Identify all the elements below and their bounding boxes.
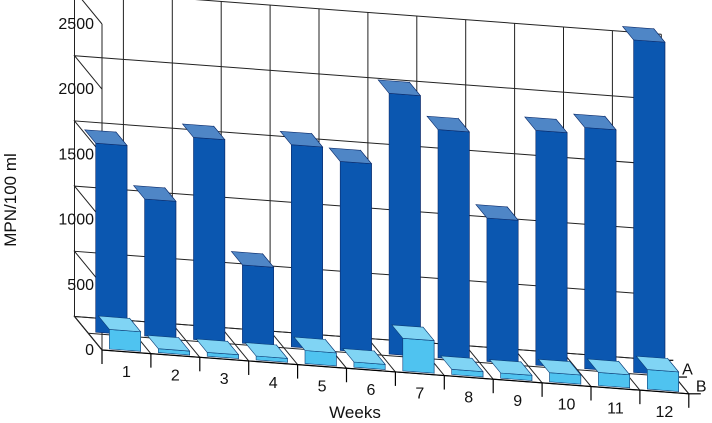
x-tick-label: 1: [122, 364, 131, 381]
x-tick-labels: 1 2 3 4 5 6 7 8 9 10 11 12: [122, 364, 673, 421]
floor-row-line: [88, 332, 676, 378]
y-tick-labels: 0 500 1000 1500 2000 2500: [58, 16, 94, 359]
bar-series-b: [440, 355, 484, 378]
bar-top: [230, 251, 275, 268]
bar-series-b: [488, 359, 533, 382]
x-tick-label: 2: [171, 367, 180, 384]
x-tick-label: 4: [269, 375, 278, 392]
bar-front: [290, 144, 323, 350]
bar-top: [635, 355, 680, 373]
x-tick-label: 3: [220, 371, 229, 388]
bar-top: [524, 116, 568, 134]
bar-series-a: [328, 147, 373, 354]
bar-top: [328, 147, 373, 165]
bar-series-a: [426, 115, 470, 361]
bar-top: [573, 113, 617, 131]
bar-top: [342, 348, 386, 365]
x-tick-label: 8: [464, 389, 473, 406]
bar-top: [586, 358, 631, 376]
bar-series-a: [279, 130, 324, 351]
bar-front: [437, 129, 470, 361]
bar-front: [109, 329, 141, 352]
bar-front: [144, 198, 177, 339]
bar-front: [535, 130, 568, 368]
bar-top: [488, 359, 533, 376]
x-tick-label: 9: [513, 393, 522, 410]
bar-series-a: [475, 204, 519, 365]
y-tick-label: 1000: [58, 212, 94, 229]
bar-front: [95, 142, 128, 335]
bars: [84, 26, 680, 393]
bar-top: [537, 358, 582, 376]
bar-front: [242, 264, 275, 346]
bar-series-a: [230, 251, 275, 347]
bar-series-a: [621, 26, 666, 376]
bar-top: [621, 26, 666, 43]
x-tick-label: 12: [655, 404, 673, 421]
bar-series-a: [132, 185, 177, 340]
bar-series-a: [84, 129, 128, 336]
bar-front: [584, 127, 617, 372]
bar-series-b: [195, 338, 240, 360]
bar-top: [195, 338, 240, 356]
bar-front: [193, 137, 226, 343]
bar-top: [97, 315, 142, 333]
series-labels: AB: [682, 362, 706, 396]
y-tick-label: 500: [67, 277, 94, 294]
bar-front: [402, 337, 435, 374]
bar-front: [633, 39, 666, 376]
bar-top: [426, 115, 470, 133]
bar-front: [646, 369, 679, 392]
bar-top: [279, 130, 324, 148]
y-tick-label: 2500: [58, 16, 94, 33]
bar-series-a: [573, 113, 617, 372]
y-tick-label: 1500: [58, 146, 94, 163]
bar-top: [475, 204, 519, 221]
y-tick-label: 0: [85, 342, 94, 359]
x-tick-label: 10: [558, 397, 576, 414]
x-axis-title: Weeks: [329, 403, 381, 422]
gridline-h: [81, 0, 662, 35]
x-tick-label: 6: [366, 382, 375, 399]
bar-series-b: [635, 355, 680, 393]
bar-series-a: [181, 123, 226, 343]
bar-series-b: [293, 336, 337, 367]
bar-top: [146, 334, 191, 352]
bar-top: [440, 355, 484, 373]
x-tick-label: 5: [318, 378, 327, 395]
x-tick-label: 11: [607, 400, 624, 417]
bar-series-b: [244, 342, 289, 364]
series-label-a: A: [682, 362, 693, 379]
bar-series-b: [537, 358, 582, 386]
x-tick-label: 7: [415, 386, 424, 403]
bar-top: [181, 123, 226, 141]
bar-top: [293, 336, 337, 354]
bar-front: [388, 92, 421, 357]
bar-top: [132, 185, 177, 202]
bar-top: [391, 324, 435, 341]
y-tick-label: 2000: [58, 81, 94, 98]
bar-front: [486, 217, 519, 365]
y-axis-title: MPN/100 ml: [1, 153, 20, 247]
bar-series-b: [586, 358, 631, 389]
bar-series-b: [146, 334, 191, 356]
bar-top: [84, 129, 128, 146]
series-label-b: B: [696, 378, 707, 395]
bar-top: [377, 79, 422, 97]
bar-series-b: [342, 348, 386, 371]
bar-series-b: [97, 315, 142, 353]
bar-series-b: [391, 324, 435, 375]
bar-top: [244, 342, 289, 359]
bar-front: [339, 161, 372, 354]
bar-series-a: [377, 79, 422, 358]
